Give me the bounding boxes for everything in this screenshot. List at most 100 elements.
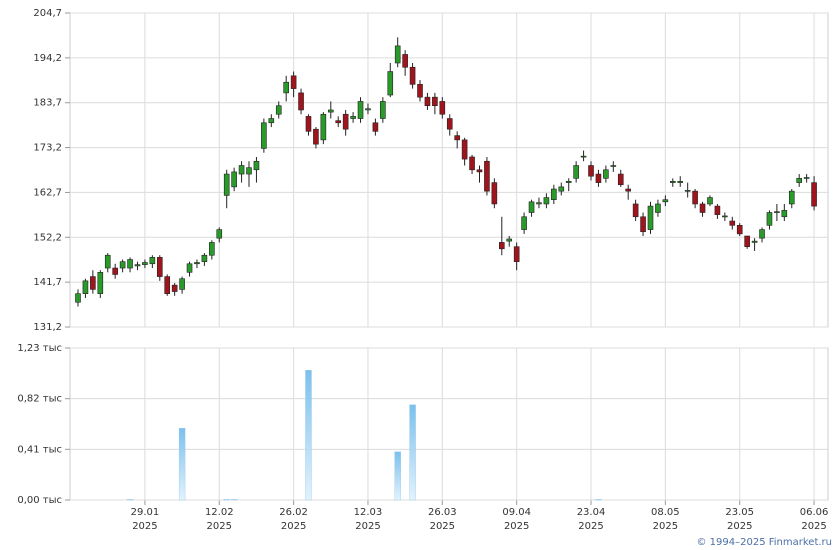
candle-body <box>736 225 743 235</box>
candle-body <box>209 242 215 256</box>
y-tick-label: 194,2 <box>33 53 62 64</box>
volume-bar <box>595 499 602 501</box>
volume-bar <box>230 499 238 501</box>
candle-body <box>439 101 446 115</box>
candle-body <box>246 167 252 175</box>
candle-body <box>409 66 416 85</box>
candle-body <box>305 116 312 132</box>
candle-body <box>774 211 780 213</box>
candle-body <box>722 215 728 218</box>
candle-body <box>387 71 394 96</box>
y-tick-label: 1,23 тыс <box>17 343 62 354</box>
x-tick-year: 2025 <box>727 521 752 532</box>
x-tick-label: 09.04 <box>502 507 531 518</box>
candle-body <box>491 182 498 205</box>
candle-body <box>707 197 713 205</box>
x-tick-label: 26.03 <box>428 507 457 518</box>
candle-body <box>461 139 468 160</box>
candle-body <box>677 181 684 183</box>
candle-body <box>751 240 758 243</box>
candle-body <box>275 105 282 115</box>
x-tick-label: 23.05 <box>725 507 754 518</box>
volume-bar <box>409 404 416 501</box>
candle-body <box>766 212 773 226</box>
candle-body <box>142 262 148 265</box>
candle-body <box>179 278 185 290</box>
candle-body <box>290 75 297 89</box>
candle-body <box>90 276 96 290</box>
candle-body <box>357 101 364 119</box>
candle-body <box>186 263 193 273</box>
candle-body <box>565 181 572 183</box>
candle-body <box>796 178 802 183</box>
candle-body <box>803 177 810 179</box>
candle-body <box>484 160 490 192</box>
candle-body <box>365 108 371 111</box>
candle-body <box>528 201 535 213</box>
candle-body <box>298 92 304 111</box>
candle-body <box>684 189 691 192</box>
x-tick-label: 06.06 <box>800 507 829 518</box>
candle-body <box>647 205 654 230</box>
candle-body <box>781 210 788 218</box>
candle-body <box>469 156 475 171</box>
candle-body <box>617 173 624 186</box>
x-tick-label: 29.01 <box>131 507 160 518</box>
x-tick-label: 12.03 <box>354 507 383 518</box>
y-tick-label: 141,7 <box>33 277 62 288</box>
candle-body <box>558 186 565 192</box>
candle-body <box>424 96 431 107</box>
candle-body <box>692 190 698 205</box>
x-tick-year: 2025 <box>578 521 603 532</box>
candle-body <box>498 242 505 250</box>
candle-body <box>372 122 379 132</box>
candle-body <box>588 165 594 177</box>
candle-body <box>662 199 669 203</box>
candle-body <box>104 254 111 269</box>
candle-body <box>573 165 579 179</box>
x-tick-year: 2025 <box>281 521 306 532</box>
candle-body <box>744 235 750 247</box>
y-tick-label: 152,2 <box>33 232 62 243</box>
candle-body <box>238 165 245 175</box>
candle-body <box>432 96 438 107</box>
candle-body <box>127 259 133 269</box>
candle-body <box>811 182 817 207</box>
y-tick-label: 0,00 тыс <box>17 495 62 506</box>
candle-body <box>640 216 646 233</box>
candle-body <box>506 238 513 242</box>
candle-body <box>261 122 267 149</box>
candle-body <box>610 165 617 167</box>
candle-body <box>521 216 527 230</box>
candle-body <box>476 169 483 173</box>
candle-body <box>551 188 557 200</box>
candle-body <box>201 254 208 262</box>
volume-bar <box>126 499 134 501</box>
volume-bar <box>178 428 186 501</box>
candle-body <box>669 181 676 183</box>
candle-body <box>536 202 542 205</box>
candle-body <box>759 229 765 239</box>
y-tick-label: 204,7 <box>33 8 62 19</box>
candle-body <box>194 262 200 265</box>
candle-body <box>283 81 289 94</box>
x-tick-year: 2025 <box>430 521 455 532</box>
candle-body <box>335 120 342 124</box>
candle-body <box>112 267 118 275</box>
x-tick-year: 2025 <box>653 521 678 532</box>
candle-body <box>513 246 520 262</box>
x-tick-year: 2025 <box>504 521 529 532</box>
y-tick-label: 0,41 тыс <box>17 444 62 455</box>
x-tick-year: 2025 <box>207 521 232 532</box>
candle-body <box>223 173 230 196</box>
candle-body <box>253 160 260 171</box>
candle-body <box>788 190 795 205</box>
candle-body <box>75 293 81 303</box>
candle-body <box>625 188 631 192</box>
candle-body <box>446 118 453 130</box>
candle-body <box>97 272 104 294</box>
candle-body <box>714 205 721 215</box>
candle-body <box>655 203 661 213</box>
x-tick-year: 2025 <box>355 521 380 532</box>
